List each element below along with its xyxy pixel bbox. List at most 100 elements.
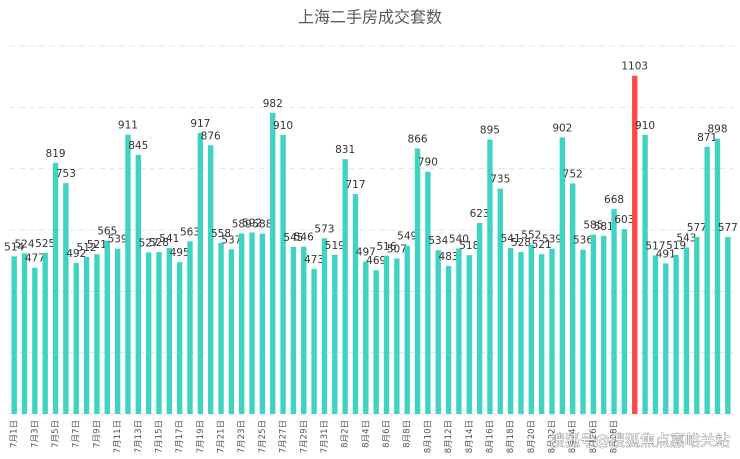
bar [63, 183, 69, 414]
value-label: 540 [449, 233, 469, 245]
bar [156, 252, 162, 414]
value-label: 528 [511, 237, 531, 249]
bar [11, 256, 17, 414]
bar [135, 154, 141, 414]
value-label: 519 [325, 240, 345, 252]
bar [683, 247, 690, 414]
value-label: 902 [552, 122, 572, 134]
chart-title: 上海二手房成交套数 [298, 8, 442, 27]
bar [476, 222, 483, 414]
value-label: 898 [707, 124, 727, 136]
x-tick-label: 7月3日 [30, 420, 40, 448]
value-label: 514 [4, 241, 24, 253]
value-label: 895 [480, 125, 500, 137]
bar [507, 248, 514, 414]
value-label: 518 [459, 240, 479, 252]
bar [456, 248, 462, 414]
bar [301, 246, 307, 414]
value-label: 541 [501, 233, 521, 245]
bar [642, 134, 648, 414]
value-label: 473 [304, 254, 324, 266]
bar [332, 254, 338, 414]
bar [83, 256, 90, 414]
value-label: 517 [645, 240, 665, 252]
value-label: 819 [46, 148, 66, 160]
bar [197, 132, 204, 414]
value-label: 831 [335, 144, 355, 156]
bar [166, 248, 173, 414]
value-label: 492 [66, 248, 86, 260]
bar [414, 148, 421, 414]
value-label: 563 [180, 226, 200, 238]
value-label: 585 [583, 220, 603, 232]
x-tick-label: 8月4日 [361, 420, 371, 448]
value-label: 539 [542, 234, 562, 246]
bar [559, 137, 566, 415]
bar [694, 237, 700, 414]
x-tick-label: 8月2日 [341, 420, 351, 448]
bar [249, 232, 255, 414]
value-label: 911 [118, 120, 138, 132]
value-label: 524 [14, 238, 34, 250]
x-tick-label: 7月23日 [237, 420, 247, 453]
value-label: 577 [687, 222, 707, 234]
value-label: 581 [594, 221, 614, 233]
bar [342, 159, 348, 414]
value-label: 534 [428, 235, 448, 247]
bar [104, 240, 110, 414]
value-label: 735 [490, 174, 510, 186]
value-label: 845 [128, 140, 148, 152]
value-label: 497 [356, 247, 376, 259]
bar [404, 245, 410, 414]
bar [280, 134, 286, 414]
bar [487, 139, 493, 415]
bar [497, 188, 503, 414]
x-tick-label: 7月31日 [320, 420, 330, 453]
value-label: 1103 [621, 61, 648, 73]
value-label: 982 [263, 98, 283, 110]
bar [725, 237, 731, 414]
bar [383, 255, 390, 414]
bar [425, 171, 431, 414]
bar [94, 254, 100, 414]
value-label: 603 [614, 214, 634, 226]
x-tick-label: 8月16日 [485, 420, 495, 453]
bar [445, 265, 452, 414]
bar [114, 248, 121, 414]
value-label: 525 [35, 238, 55, 250]
value-label: 519 [666, 240, 686, 252]
x-tick-label: 7月27日 [279, 420, 289, 453]
x-tick-label: 7月13日 [134, 420, 144, 453]
bar [290, 246, 297, 414]
bar [311, 268, 317, 414]
bar [435, 250, 441, 414]
x-tick-label: 8月24日 [568, 420, 578, 453]
bar [601, 235, 607, 414]
value-label: 469 [366, 255, 386, 267]
x-tick-label: 7月29日 [299, 420, 309, 453]
bar [714, 138, 721, 414]
value-label: 565 [97, 226, 117, 238]
value-label: 717 [345, 179, 365, 191]
value-label: 592 [242, 217, 262, 229]
value-label: 871 [697, 132, 717, 144]
x-tick-label: 7月7日 [72, 420, 82, 448]
bar [590, 234, 597, 414]
value-label: 543 [676, 232, 696, 244]
value-label: 541 [159, 233, 179, 245]
value-label: 589 [232, 218, 252, 230]
x-tick-label: 8月6日 [382, 420, 392, 448]
bar [704, 146, 710, 415]
value-label: 866 [408, 133, 428, 145]
bar [611, 209, 617, 414]
value-label: 588 [252, 219, 272, 231]
value-label: 573 [314, 223, 334, 235]
value-label: 552 [521, 230, 541, 242]
x-tick-label: 8月26日 [589, 420, 599, 453]
x-tick-label: 8月12日 [444, 420, 454, 453]
value-label: 577 [718, 222, 738, 234]
value-label: 491 [656, 248, 676, 260]
x-tick-label: 8月10日 [423, 420, 433, 453]
value-label: 536 [573, 235, 593, 247]
